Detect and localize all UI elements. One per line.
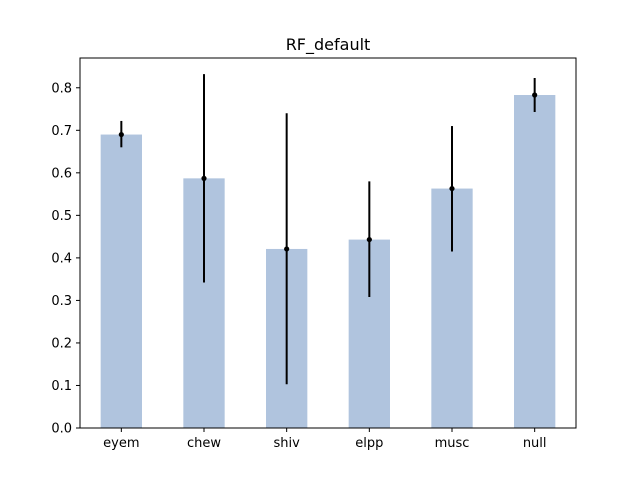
y-tick-label-4: 0.4	[51, 251, 72, 266]
mean-point-null	[532, 92, 538, 98]
mean-point-elpp	[366, 236, 372, 243]
axes-frame	[79, 57, 577, 429]
mean-point-chew	[201, 175, 207, 181]
y-tick-label-7: 0.7	[51, 124, 72, 139]
x-tick-label-musc: musc	[435, 436, 470, 451]
x-tick-label-elpp: elpp	[355, 436, 383, 451]
mean-point-eyem	[118, 131, 124, 138]
y-tick-label-2: 0.2	[51, 336, 72, 351]
y-tick-label-5: 0.5	[51, 209, 72, 224]
y-tick-label-3: 0.3	[51, 294, 72, 309]
y-tick-label-6: 0.6	[51, 166, 72, 181]
chart-title: RF_default	[286, 35, 371, 55]
plot-area: eyem chew shiv elpp musc null 0.0 0.1 0.2 0.3 0.4 0…	[51, 74, 556, 451]
x-tick-label-null: null	[523, 436, 547, 451]
x-tick-label-shiv: shiv	[274, 436, 301, 451]
x-tick-label-eyem: eyem	[103, 436, 139, 451]
y-tick-label-8: 0.8	[51, 81, 72, 96]
bar-null	[514, 95, 556, 428]
y-tick-label-1: 0.1	[51, 379, 72, 394]
y-tick-label-0: 0.0	[51, 422, 72, 437]
x-tick-label-chew: chew	[187, 436, 221, 451]
mean-point-shiv	[284, 246, 290, 252]
bar-eyem	[100, 134, 142, 428]
mean-point-musc	[449, 185, 455, 192]
